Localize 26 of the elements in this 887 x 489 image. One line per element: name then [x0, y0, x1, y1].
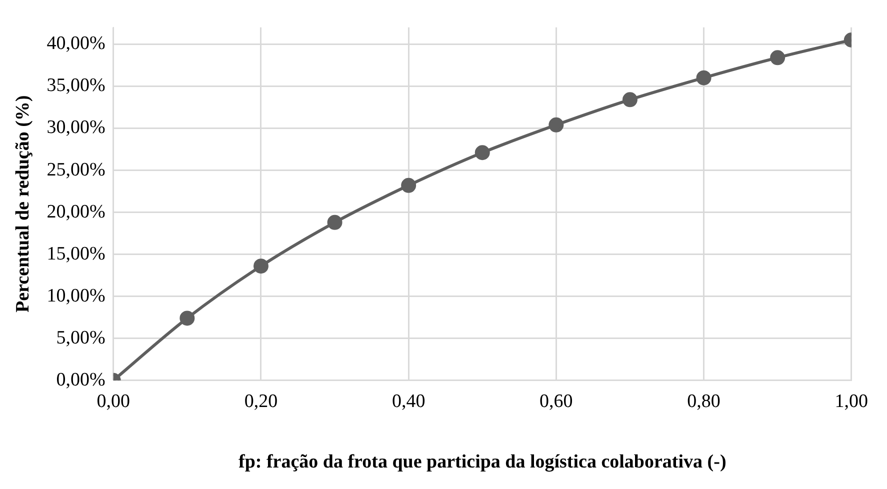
point — [696, 70, 712, 86]
x-tick-label: 0,00 — [96, 390, 130, 412]
point — [327, 214, 342, 230]
x-tick-label: 0,80 — [687, 390, 720, 412]
y-tick-label: 25,00% — [46, 159, 106, 180]
x-tick-label: 0,20 — [244, 390, 278, 412]
y-tick-label: 20,00% — [46, 201, 106, 222]
point — [180, 310, 195, 326]
x-tick-label: 1,00 — [834, 390, 868, 412]
x-tick-label: 0,40 — [392, 390, 426, 412]
point — [622, 92, 638, 108]
y-tick-label: 35,00% — [46, 75, 106, 96]
point — [253, 258, 268, 274]
y-tick-label: 10,00% — [46, 285, 106, 306]
y-axis-title: Percentual de redução (%) — [12, 95, 34, 313]
y-tick-label: 0,00% — [56, 369, 106, 390]
point — [548, 117, 564, 132]
x-tick-label: 0,60 — [540, 390, 573, 412]
point — [474, 145, 490, 160]
y-tick-label: 30,00% — [46, 117, 106, 138]
point — [401, 178, 416, 193]
point — [770, 50, 786, 66]
y-tick-label: 5,00% — [56, 327, 106, 348]
y-tick-label: 15,00% — [46, 243, 106, 264]
x-axis-title: fp: fração da frota que participa da logística colaborativa (-) — [238, 452, 726, 473]
y-tick-label: 40,00% — [46, 33, 106, 54]
